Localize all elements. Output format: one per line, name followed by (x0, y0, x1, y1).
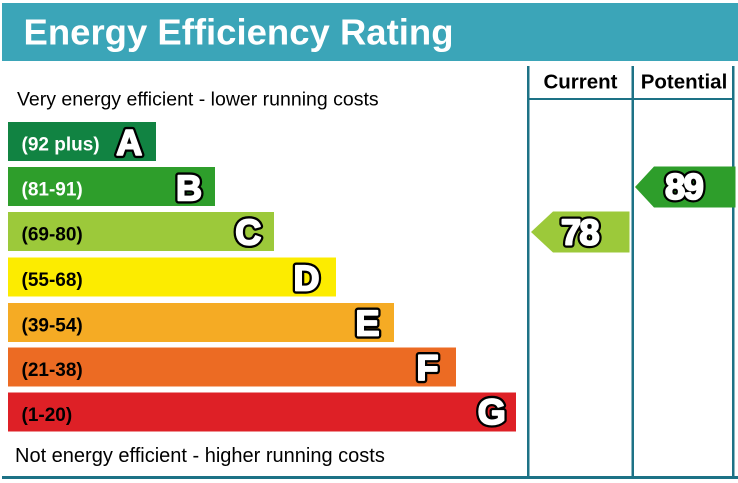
svg-text:(92 plus): (92 plus) (22, 135, 100, 156)
svg-text:A: A (116, 122, 142, 163)
svg-text:(55-68): (55-68) (22, 270, 83, 291)
svg-text:B: B (176, 167, 202, 208)
svg-text:Very energy efficient - lower: Very energy efficient - lower running co… (17, 89, 379, 111)
svg-text:(81-91): (81-91) (22, 180, 83, 201)
svg-text:G: G (478, 391, 506, 432)
svg-text:C: C (235, 211, 261, 252)
svg-text:89: 89 (665, 166, 703, 207)
svg-text:Energy Efficiency Rating: Energy Efficiency Rating (24, 12, 454, 53)
svg-text:C: C (235, 211, 261, 252)
svg-text:F: F (416, 347, 438, 388)
svg-text:F: F (416, 347, 438, 388)
svg-text:D: D (294, 257, 320, 298)
svg-text:D: D (294, 257, 320, 298)
svg-text:Not energy efficient - higher: Not energy efficient - higher running co… (15, 445, 385, 467)
svg-text:Potential: Potential (641, 71, 728, 94)
svg-text:(69-80): (69-80) (22, 225, 83, 246)
svg-text:89: 89 (665, 166, 703, 207)
svg-text:78: 78 (561, 212, 599, 253)
svg-text:(21-38): (21-38) (22, 360, 83, 381)
svg-text:Current: Current (543, 71, 617, 94)
svg-text:E: E (355, 303, 379, 344)
svg-text:A: A (116, 122, 142, 163)
svg-text:(39-54): (39-54) (22, 316, 83, 337)
svg-text:B: B (176, 167, 202, 208)
svg-text:E: E (355, 303, 379, 344)
svg-text:(1-20): (1-20) (22, 405, 73, 426)
svg-text:G: G (478, 391, 506, 432)
svg-text:78: 78 (561, 212, 599, 253)
